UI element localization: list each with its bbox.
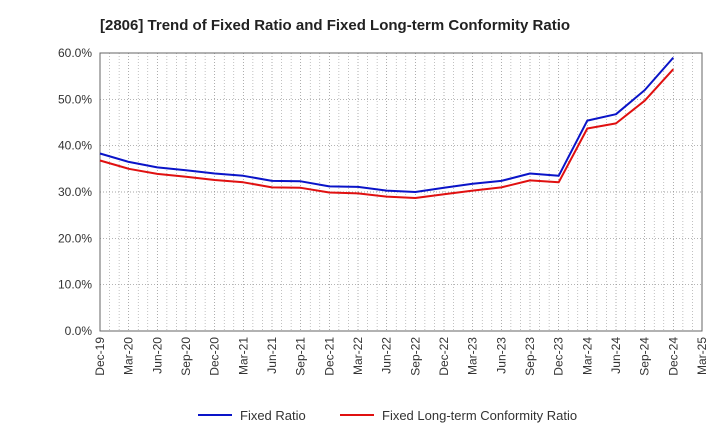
y-tick-label: 10.0% bbox=[58, 278, 92, 292]
x-tick-label: Mar-24 bbox=[580, 337, 594, 375]
x-tick-label: Jun-20 bbox=[150, 337, 164, 374]
plot-frame bbox=[99, 52, 703, 332]
x-tick-label: Jun-24 bbox=[609, 337, 623, 374]
x-tick-label: Mar-21 bbox=[236, 337, 250, 375]
y-tick-label: 20.0% bbox=[58, 231, 92, 245]
legend-label: Fixed Ratio bbox=[240, 408, 306, 423]
x-tick-label: Dec-21 bbox=[322, 337, 336, 376]
y-tick-label: 50.0% bbox=[58, 92, 92, 106]
axes: 0.0% 10.0% 20.0% 30.0% 40.0% 50.0% 60.0% Dec-19… bbox=[58, 46, 709, 376]
series-line-1 bbox=[99, 56, 675, 193]
y-tick-label: 60.0% bbox=[58, 46, 92, 60]
x-tick-label: Dec-23 bbox=[552, 337, 566, 376]
series-lines bbox=[99, 56, 675, 199]
x-tick-label: Dec-19 bbox=[93, 337, 107, 376]
x-tick-label: Sep-24 bbox=[638, 337, 652, 376]
x-tick-label: Dec-20 bbox=[208, 337, 222, 376]
y-tick-label: 30.0% bbox=[58, 185, 92, 199]
y-tick-label: 40.0% bbox=[58, 139, 92, 153]
x-tick-label: Sep-21 bbox=[294, 337, 308, 376]
legend-label: Fixed Long-term Conformity Ratio bbox=[382, 408, 577, 423]
x-tick-label: Jun-23 bbox=[494, 337, 508, 374]
x-tick-label: Mar-23 bbox=[466, 337, 480, 375]
x-tick-label: Dec-22 bbox=[437, 337, 451, 376]
y-tick-label: 0.0% bbox=[65, 324, 93, 338]
x-tick-label: Sep-23 bbox=[523, 337, 537, 376]
chart-title: [2806] Trend of Fixed Ratio and Fixed Lo… bbox=[100, 17, 570, 34]
x-tick-label: Sep-22 bbox=[408, 337, 422, 376]
x-tick-label: Jun-22 bbox=[380, 337, 394, 374]
x-tick-label: Jun-21 bbox=[265, 337, 279, 374]
x-tick-label: Mar-22 bbox=[351, 337, 365, 375]
x-tick-label: Dec-24 bbox=[666, 337, 680, 376]
legend: Fixed Ratio Fixed Long-term Conformity Ra… bbox=[198, 408, 577, 423]
x-tick-label: Sep-20 bbox=[179, 337, 193, 376]
x-tick-label: Mar-20 bbox=[122, 337, 136, 375]
series-line-2 bbox=[99, 68, 675, 199]
x-tick-label: Mar-25 bbox=[695, 337, 709, 375]
